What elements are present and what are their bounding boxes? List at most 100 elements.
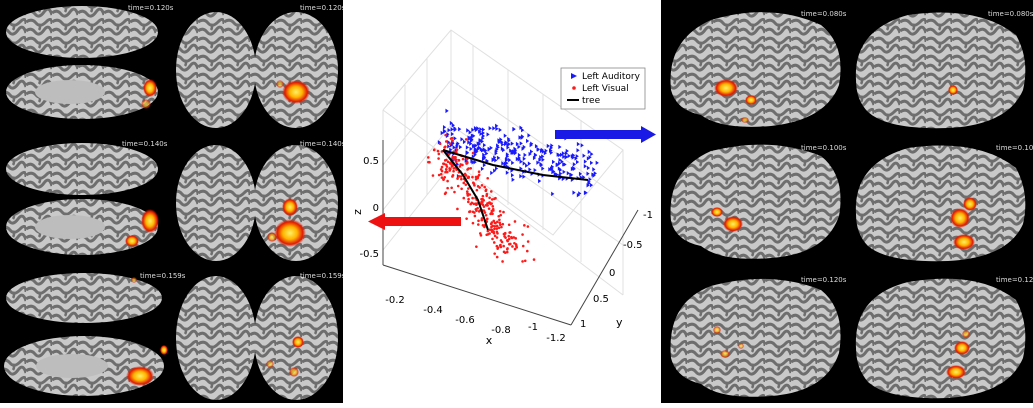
visual-point [454, 155, 457, 159]
visual-point [472, 202, 476, 206]
visual-point [440, 165, 444, 169]
visual-point [468, 210, 471, 214]
visual-point [487, 207, 491, 210]
auditory-point [506, 145, 510, 150]
visual-point [477, 170, 481, 174]
auditory-point [473, 126, 478, 131]
auditory-point [533, 167, 537, 173]
visual-point [480, 200, 483, 204]
auditory-point [515, 141, 520, 147]
visual-point [446, 160, 450, 164]
visual-point [497, 214, 500, 218]
auditory-point [494, 158, 498, 163]
auditory-point [497, 155, 501, 161]
auditory-point [447, 144, 451, 149]
visual-point [456, 207, 459, 211]
visual-point [457, 175, 461, 178]
visual-point [446, 179, 449, 183]
auditory-point [517, 152, 522, 158]
auditory-point [481, 130, 485, 136]
visual-point [451, 155, 455, 159]
visual-point [460, 187, 463, 191]
visual-point [444, 167, 448, 171]
auditory-point [583, 159, 588, 164]
auditory-point [478, 129, 482, 134]
y-tick: 0.5 [593, 294, 609, 305]
visual-point [451, 173, 455, 177]
auditory-point [497, 139, 502, 145]
auditory-point [517, 157, 521, 162]
visual-point [505, 250, 509, 254]
auditory-point [567, 153, 571, 159]
auditory-point [470, 158, 474, 164]
auditory-point [536, 146, 540, 152]
auditory-point [572, 190, 576, 195]
auditory-point [500, 140, 504, 145]
auditory-point [519, 173, 523, 179]
x-tick: -1 [528, 322, 538, 333]
time-label: time=0.120s [801, 276, 847, 284]
auditory-point [546, 143, 550, 149]
red-arrow [368, 213, 461, 230]
auditory-point [476, 126, 480, 131]
auditory-point [588, 155, 592, 160]
auditory-point [498, 127, 502, 133]
visual-point [496, 247, 499, 250]
auditory-point [490, 170, 494, 176]
auditory-point [541, 166, 545, 171]
visual-point [467, 197, 470, 201]
auditory-point [549, 145, 554, 151]
auditory-point [442, 125, 447, 130]
auditory-point [453, 127, 457, 132]
auditory-point [492, 126, 496, 131]
auditory-point [464, 158, 468, 163]
visual-point [465, 190, 469, 193]
auditory-point [522, 161, 526, 166]
auditory-point [494, 166, 499, 171]
auditory-point [495, 123, 499, 129]
visual-point [433, 148, 436, 152]
visual-point [495, 227, 499, 230]
visual-point [492, 241, 496, 244]
auditory-point [462, 139, 467, 145]
brain-lateral-view-3: time=0.120s [661, 268, 846, 403]
time-label: time=0.120s [300, 4, 343, 12]
visual-point [443, 146, 446, 149]
visual-point [440, 176, 444, 179]
time-label: time=0.120s [996, 276, 1033, 284]
auditory-point [587, 149, 591, 155]
auditory-point [447, 127, 451, 133]
z-tick: -0.5 [359, 249, 379, 260]
visual-point [442, 162, 445, 165]
auditory-point [469, 146, 473, 152]
visual-point [452, 169, 455, 173]
visual-point [467, 167, 470, 170]
auditory-point [505, 152, 510, 157]
visual-point [502, 244, 505, 248]
auditory-point [522, 174, 526, 179]
visual-point [443, 175, 447, 179]
auditory-point [539, 148, 544, 154]
visual-point [499, 223, 502, 227]
brain-ventral-view-3: time=0.159s [0, 268, 185, 403]
auditory-point [562, 154, 566, 159]
visual-point [455, 150, 458, 154]
auditory-point [519, 159, 523, 164]
visual-point [498, 221, 502, 225]
visual-point [485, 217, 489, 221]
visual-point [442, 178, 445, 181]
auditory-point [574, 156, 578, 161]
brain-ventral-view-1: time=0.120s [0, 0, 173, 130]
auditory-point [481, 127, 486, 132]
visual-point [521, 233, 524, 236]
visual-point [477, 223, 480, 226]
auditory-point [503, 133, 507, 138]
visual-point [493, 234, 497, 238]
visual-point [481, 194, 485, 198]
y-tick: -0.5 [623, 240, 643, 251]
auditory-point [539, 155, 543, 160]
auditory-point [502, 147, 506, 153]
brain-lateral-view-1: time=0.080s [661, 0, 846, 134]
auditory-point [482, 147, 486, 152]
visual-point [493, 252, 496, 255]
